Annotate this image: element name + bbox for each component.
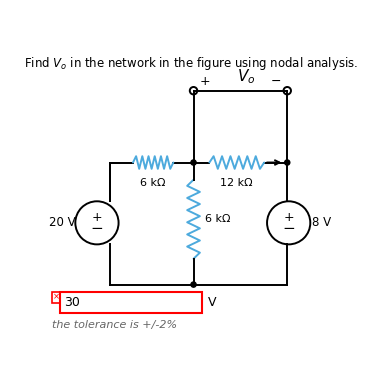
Text: 6 kΩ: 6 kΩ bbox=[140, 178, 166, 188]
Text: −: − bbox=[282, 221, 295, 236]
Text: +: + bbox=[199, 75, 210, 88]
Text: V: V bbox=[208, 296, 217, 309]
Text: 8 V: 8 V bbox=[312, 216, 331, 229]
Text: −: − bbox=[90, 221, 103, 236]
Text: +: + bbox=[92, 211, 102, 224]
Circle shape bbox=[191, 282, 196, 287]
Text: the tolerance is +/-2%: the tolerance is +/-2% bbox=[52, 320, 177, 330]
FancyBboxPatch shape bbox=[60, 292, 202, 313]
Circle shape bbox=[285, 160, 290, 165]
FancyBboxPatch shape bbox=[52, 292, 60, 303]
Text: +: + bbox=[283, 211, 294, 224]
Text: 6 kΩ: 6 kΩ bbox=[205, 214, 231, 224]
Text: 30: 30 bbox=[64, 296, 80, 309]
Text: 12 kΩ: 12 kΩ bbox=[221, 178, 253, 188]
Text: ×: × bbox=[53, 293, 60, 302]
Text: 20 V: 20 V bbox=[49, 216, 76, 229]
Text: Find $V_o$ in the network in the figure using nodal analysis.: Find $V_o$ in the network in the figure … bbox=[23, 55, 358, 72]
Text: $V_o$: $V_o$ bbox=[237, 68, 255, 87]
Circle shape bbox=[191, 160, 196, 165]
Text: −: − bbox=[271, 75, 282, 88]
